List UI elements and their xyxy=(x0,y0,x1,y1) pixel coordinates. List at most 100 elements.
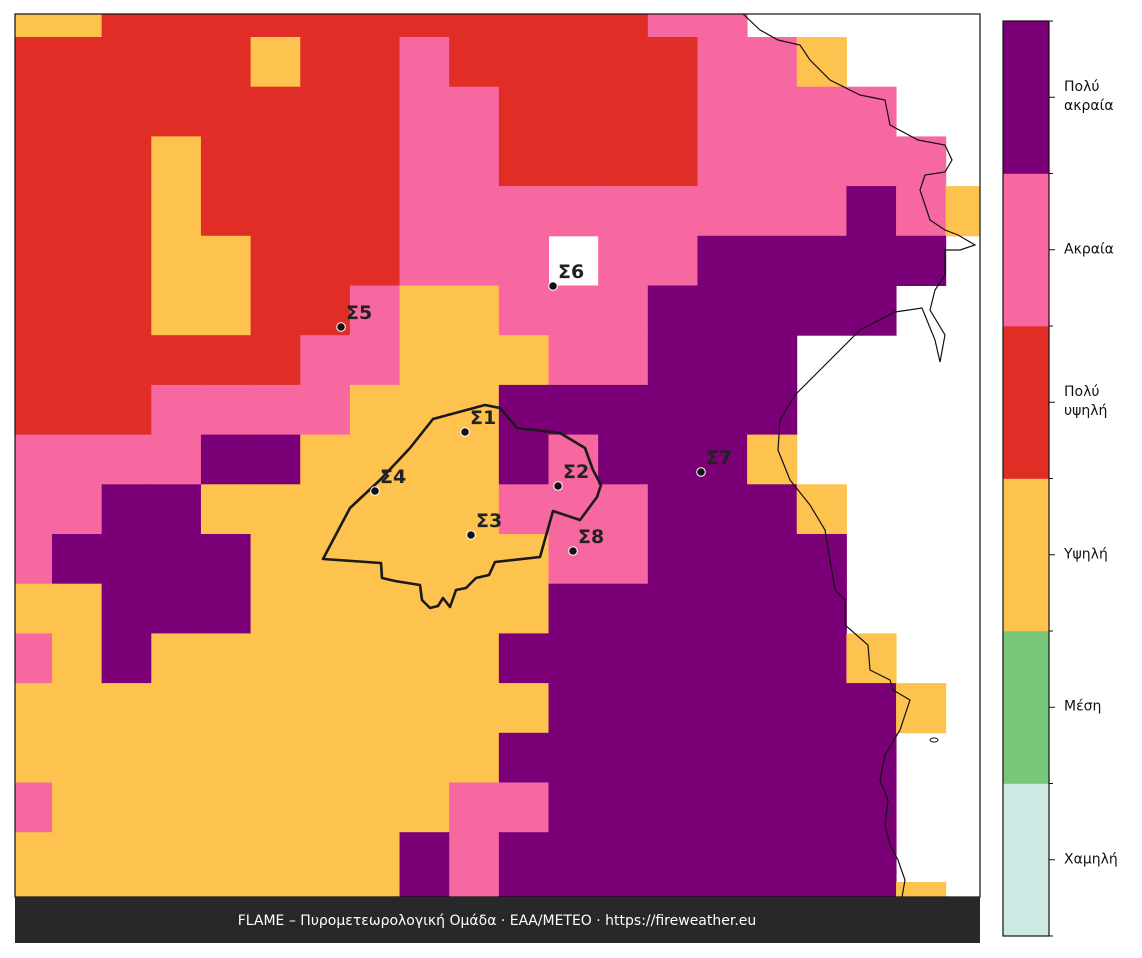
grid-cell xyxy=(647,384,698,436)
grid-cell xyxy=(200,732,252,783)
grid-cell xyxy=(200,384,252,436)
grid-cell xyxy=(498,186,549,237)
island xyxy=(929,737,939,743)
grid-cell xyxy=(101,136,152,187)
grid-cell xyxy=(647,881,698,897)
grid-cell xyxy=(250,633,301,684)
grid-cell xyxy=(300,832,351,883)
grid-cell xyxy=(101,285,152,336)
grid-cell xyxy=(548,37,599,88)
legend-label: Μέση xyxy=(1064,698,1102,715)
grid-cell xyxy=(449,37,500,88)
grid-cell xyxy=(498,732,549,783)
station-label: Σ7 xyxy=(706,447,732,469)
grid-cell xyxy=(101,14,152,38)
grid-cell xyxy=(697,136,748,187)
grid-cell xyxy=(697,881,748,897)
grid-cell xyxy=(52,534,103,585)
grid-cell xyxy=(598,235,649,286)
grid-cell xyxy=(151,37,202,88)
grid-cell xyxy=(101,37,152,88)
station-dot xyxy=(460,427,470,437)
grid-cell xyxy=(449,633,500,684)
grid-cell xyxy=(697,782,748,833)
grid-cell xyxy=(498,583,549,634)
grid-cell xyxy=(598,285,649,336)
grid-cell xyxy=(250,384,301,436)
coastline xyxy=(742,14,977,897)
grid-cell xyxy=(498,881,549,897)
grid-cell xyxy=(300,136,351,187)
grid-cell xyxy=(498,136,549,187)
grid-cell xyxy=(349,683,401,734)
grid-cell xyxy=(15,583,53,634)
station-dot xyxy=(553,481,563,491)
grid-cell xyxy=(52,683,103,734)
grid-cell xyxy=(747,484,798,535)
grid-cell xyxy=(747,782,798,833)
legend-label: Πολύ υψηλή xyxy=(1064,384,1108,420)
grid-cell xyxy=(101,384,152,436)
grid-cell xyxy=(449,782,500,833)
station-label: Σ3 xyxy=(476,510,502,532)
grid-cell xyxy=(548,335,599,386)
grid-cell xyxy=(101,633,152,684)
grid-cell xyxy=(250,235,301,286)
grid-cell xyxy=(52,732,103,783)
grid-cell xyxy=(747,832,798,883)
grid-cell xyxy=(647,186,698,237)
grid-cell xyxy=(101,782,152,833)
grid-cell xyxy=(52,335,103,386)
grid-cell xyxy=(151,186,202,237)
grid-cell xyxy=(399,484,450,535)
grid-cell xyxy=(15,136,53,187)
grid-cell xyxy=(449,881,500,897)
grid-cell xyxy=(896,683,947,734)
grid-cell xyxy=(250,14,301,38)
grid-cell xyxy=(15,484,53,535)
grid-cell xyxy=(449,335,500,386)
grid-cell xyxy=(498,14,549,38)
grid-cell xyxy=(52,633,103,684)
grid-cell xyxy=(101,683,152,734)
grid-cell xyxy=(52,37,103,88)
grid-cell xyxy=(846,732,897,783)
grid-cell xyxy=(151,534,202,585)
grid-cell xyxy=(498,235,549,286)
grid-cell xyxy=(796,633,847,684)
grid-cell xyxy=(200,285,252,336)
grid-cell xyxy=(548,484,599,535)
grid-cell xyxy=(598,782,649,833)
grid-cell xyxy=(449,235,500,286)
grid-cell xyxy=(15,37,53,88)
grid-cell xyxy=(101,881,152,897)
grid-cell xyxy=(101,484,152,535)
grid-cell xyxy=(300,583,351,634)
grid-cell xyxy=(250,484,301,535)
grid-cell xyxy=(747,235,798,286)
grid-cell xyxy=(697,37,748,88)
grid-cell xyxy=(598,683,649,734)
grid-cell xyxy=(846,633,897,684)
grid-cell xyxy=(647,534,698,585)
grid-cell xyxy=(15,86,53,137)
grid-cell xyxy=(151,583,202,634)
grid-cell xyxy=(52,881,103,897)
grid-cell xyxy=(498,86,549,137)
grid-cell xyxy=(598,186,649,237)
grid-cell xyxy=(846,186,897,237)
grid-cell xyxy=(15,881,53,897)
grid-cell xyxy=(647,86,698,137)
grid-cell xyxy=(151,633,202,684)
grid-cell xyxy=(598,832,649,883)
grid-cell xyxy=(15,384,53,436)
grid-cell xyxy=(300,86,351,137)
grid-cell xyxy=(300,782,351,833)
grid-cell xyxy=(250,683,301,734)
grid-cell xyxy=(151,832,202,883)
grid-cell xyxy=(598,484,649,535)
grid-cell xyxy=(498,37,549,88)
grid-cell xyxy=(101,186,152,237)
grid-cell xyxy=(548,782,599,833)
grid-cell xyxy=(52,186,103,237)
